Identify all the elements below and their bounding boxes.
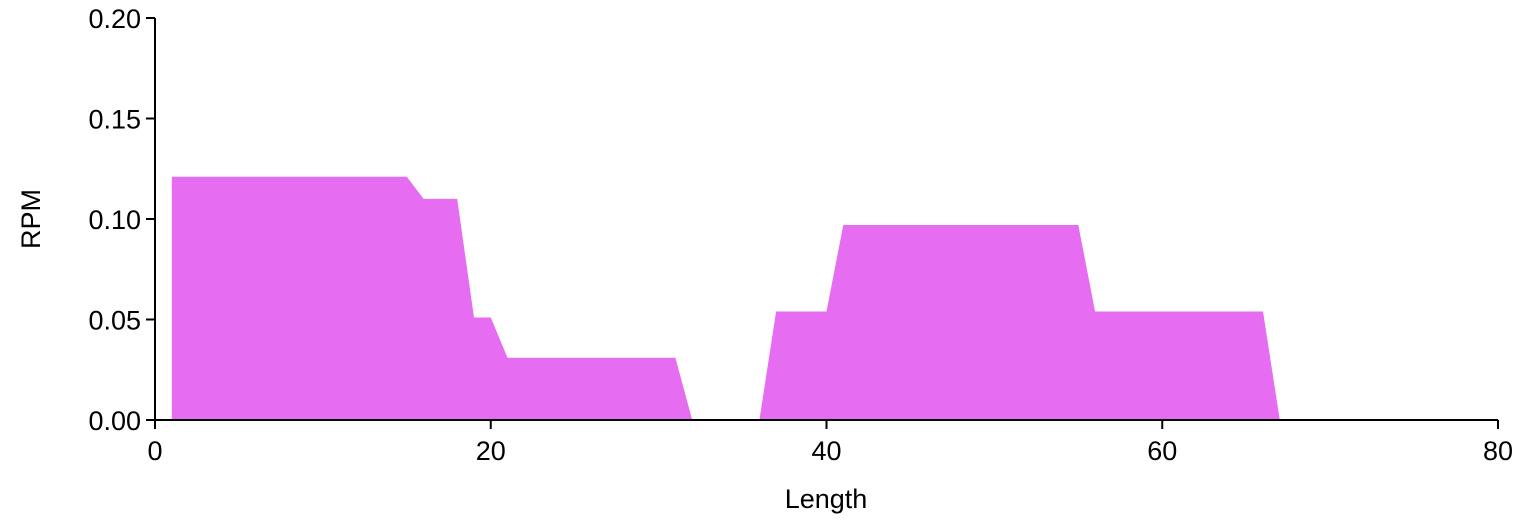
x-axis-title: Length [785, 484, 868, 514]
x-tick-label: 20 [476, 436, 506, 466]
x-tick-label: 60 [1147, 436, 1177, 466]
x-ticks: 0 20 40 60 80 [147, 420, 1513, 466]
x-tick-label: 0 [147, 436, 162, 466]
y-axis-title: RPM [16, 189, 46, 249]
y-tick-label: 0.10 [88, 205, 141, 235]
y-tick-label: 0.15 [88, 105, 141, 135]
x-tick-label: 40 [811, 436, 841, 466]
y-tick-label: 0.20 [88, 4, 141, 34]
area-series-0 [171, 176, 1280, 420]
y-ticks: 0.00 0.05 0.10 0.15 0.20 [88, 4, 155, 436]
x-tick-label: 80 [1483, 436, 1513, 466]
y-tick-label: 0.05 [88, 306, 141, 336]
y-tick-label: 0.00 [88, 406, 141, 436]
plot-area [171, 176, 1280, 420]
